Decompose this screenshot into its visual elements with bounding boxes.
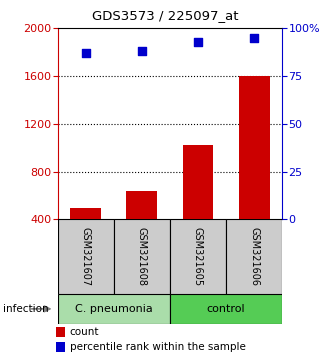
Text: count: count <box>70 327 99 337</box>
Point <box>139 48 145 54</box>
Text: GSM321606: GSM321606 <box>249 227 259 286</box>
Text: control: control <box>207 304 246 314</box>
Text: infection: infection <box>3 304 49 314</box>
Bar <box>170 294 282 324</box>
Bar <box>114 219 170 294</box>
Text: C. pneumonia: C. pneumonia <box>75 304 153 314</box>
Bar <box>58 219 114 294</box>
Bar <box>58 294 170 324</box>
Bar <box>170 219 226 294</box>
Bar <box>182 145 214 219</box>
Text: GSM321605: GSM321605 <box>193 227 203 286</box>
Bar <box>226 219 282 294</box>
Bar <box>56 327 65 337</box>
Point <box>83 50 88 56</box>
Text: GSM321608: GSM321608 <box>137 227 147 286</box>
Text: GSM321607: GSM321607 <box>81 227 91 286</box>
Point <box>251 35 257 41</box>
Bar <box>126 192 157 219</box>
Text: percentile rank within the sample: percentile rank within the sample <box>70 342 246 352</box>
Point <box>195 39 201 45</box>
Text: GDS3573 / 225097_at: GDS3573 / 225097_at <box>92 9 238 22</box>
Bar <box>239 76 270 219</box>
Bar <box>56 342 65 353</box>
Bar <box>70 207 101 219</box>
